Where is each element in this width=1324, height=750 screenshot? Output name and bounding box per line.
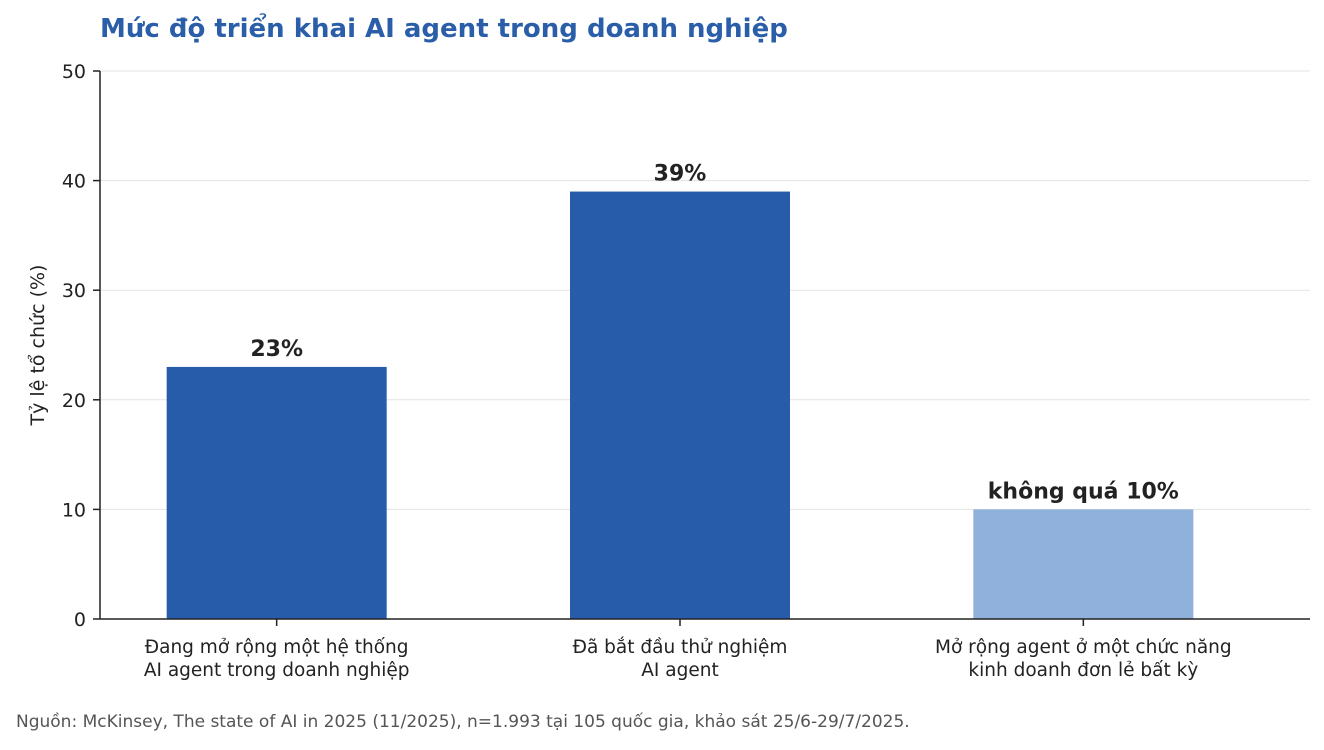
y-tick-label: 10: [62, 499, 86, 521]
y-tick-label: 30: [62, 280, 86, 302]
y-tick-label: 40: [62, 171, 86, 193]
x-tick-label: kinh doanh đơn lẻ bất kỳ: [968, 660, 1198, 681]
x-tick-label: AI agent trong doanh nghiệp: [144, 660, 410, 681]
y-tick-label: 50: [62, 61, 86, 83]
bar: [973, 509, 1194, 619]
x-tick-label: Mở rộng agent ở một chức năng: [935, 637, 1232, 658]
y-axis-label: Tỷ lệ tổ chức (%): [27, 265, 49, 427]
chart-title: Mức độ triển khai AI agent trong doanh n…: [100, 14, 788, 44]
data-label: 23%: [250, 337, 303, 362]
y-tick-label: 20: [62, 390, 86, 412]
bar: [166, 366, 387, 619]
source-note: Nguồn: McKinsey, The state of AI in 2025…: [16, 712, 910, 732]
x-tick-label: Đã bắt đầu thử nghiệm: [573, 637, 788, 658]
x-tick-label: AI agent: [641, 660, 718, 681]
data-label: 39%: [654, 162, 707, 187]
data-label: không quá 10%: [988, 479, 1179, 504]
x-tick-label: Đang mở rộng một hệ thống: [145, 637, 409, 658]
bar: [570, 191, 790, 619]
y-tick-label: 0: [74, 609, 86, 631]
